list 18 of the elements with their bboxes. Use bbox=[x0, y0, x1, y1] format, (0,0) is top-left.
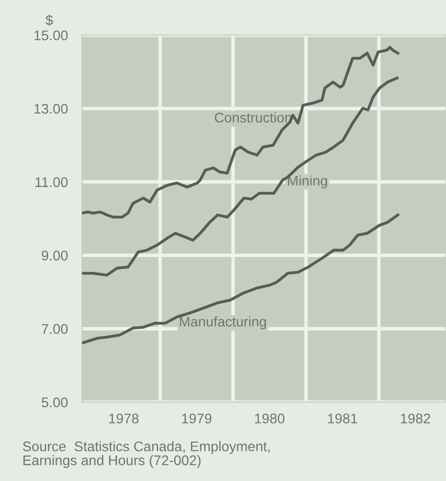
series-label: Mining bbox=[288, 175, 328, 188]
y-tick-label: 7.00 bbox=[42, 324, 68, 334]
x-tick-label: 1981 bbox=[328, 414, 358, 424]
source-note: Source Statistics Canada, Employment, Earnings and Hours (72-002) bbox=[22, 441, 270, 468]
y-axis-title: $ bbox=[46, 14, 53, 26]
x-tick-label: 1978 bbox=[109, 414, 138, 424]
y-tick-label: 11.00 bbox=[36, 177, 68, 188]
x-tick-label: 1980 bbox=[255, 414, 284, 424]
line-series bbox=[82, 214, 400, 344]
y-tick-label: 15.00 bbox=[34, 30, 68, 40]
line-series bbox=[82, 46, 400, 219]
x-tick-label: 1982 bbox=[400, 414, 430, 424]
y-tick-label: 5.00 bbox=[42, 397, 68, 408]
x-tick-label: 1979 bbox=[182, 414, 212, 424]
series-label: Manufacturing bbox=[180, 316, 266, 330]
y-tick-label: 9.00 bbox=[42, 250, 68, 260]
line-series bbox=[82, 76, 399, 277]
y-tick-label: 13.00 bbox=[34, 104, 68, 114]
